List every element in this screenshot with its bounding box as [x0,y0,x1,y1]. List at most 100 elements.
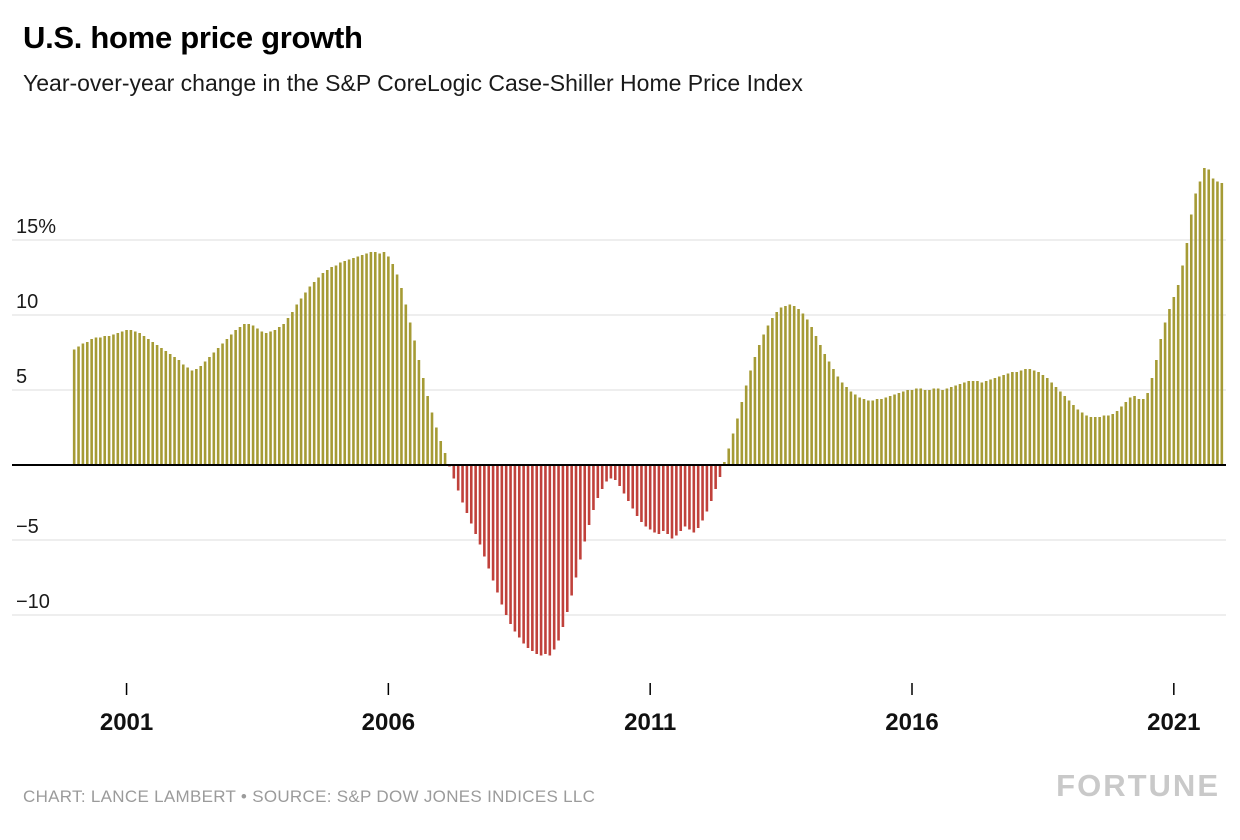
bar [858,397,861,465]
bar [177,360,181,465]
bar [443,453,447,465]
bar [195,369,198,465]
bar [1050,382,1053,465]
bar [635,465,639,516]
bar [727,448,731,465]
bar [1032,370,1036,465]
bar [513,465,517,632]
bar [775,312,779,465]
bar [277,327,281,465]
bar [552,465,556,650]
bar [557,465,560,641]
bar [587,465,591,525]
bar [605,465,608,482]
x-tick-label: 2006 [362,709,415,736]
bar [971,381,975,465]
bar [731,433,735,465]
bar [264,333,268,465]
bar [181,364,185,465]
bar [208,357,211,465]
bar [1124,402,1128,465]
bar [247,324,251,465]
bar [1098,417,1101,465]
bar [832,369,835,465]
bar [1080,412,1084,465]
bar [400,288,403,465]
chart-canvas: 15% 10 5 −5 −10 2001 2006 2011 2016 2021 [12,168,1226,736]
bar [282,324,285,465]
bar [373,252,377,465]
bar [696,465,700,528]
bar [705,465,709,512]
bar [1089,417,1093,465]
bar [352,258,355,465]
bar [1072,405,1075,465]
bar [1220,183,1224,465]
bar [901,391,905,465]
bar [430,412,434,465]
bar [426,396,429,465]
bar [1168,309,1171,465]
bar [147,339,150,465]
fortune-logo: FORTUNE [1056,768,1220,803]
bar [487,465,491,569]
bar [565,465,569,612]
bar [548,465,552,656]
bar [234,330,237,465]
bar [203,361,207,465]
bar [897,393,901,465]
bar [753,357,757,465]
bar [1028,369,1032,465]
bar [1203,168,1206,465]
bar [1093,417,1097,465]
bar [509,465,512,624]
bar [910,390,914,465]
bar [461,465,464,503]
bar [622,465,626,494]
bar [1159,339,1163,465]
bar [814,336,818,465]
bar [919,388,923,465]
bar [365,253,368,465]
bar [958,384,962,465]
bar [880,399,883,465]
bar [133,331,137,465]
bar [666,465,669,534]
bar [138,333,141,465]
bar [797,309,800,465]
bar [256,328,259,465]
bar [692,465,696,533]
bar [469,465,473,524]
bar [784,306,787,465]
bar [1111,414,1115,465]
bar [888,396,892,465]
bar [325,270,329,465]
bar [653,465,656,533]
bar [1059,391,1062,465]
bar [928,390,931,465]
bar [308,286,312,465]
bar [1216,181,1219,465]
bar [107,336,111,465]
bar [1163,322,1167,465]
bar [1146,393,1149,465]
bar [299,298,303,465]
bar [1189,214,1193,465]
bar [989,379,992,465]
bar [592,465,595,510]
bar [871,400,875,465]
bar [1211,178,1215,465]
bar [618,465,621,486]
bar [491,465,495,581]
bar [164,351,168,465]
bar [583,465,587,542]
bar [923,390,927,465]
bar [688,465,691,530]
bar [963,382,966,465]
bar [85,342,89,465]
bar [1176,285,1180,465]
bar [343,261,347,465]
bar [1133,396,1136,465]
bar [1041,375,1045,465]
